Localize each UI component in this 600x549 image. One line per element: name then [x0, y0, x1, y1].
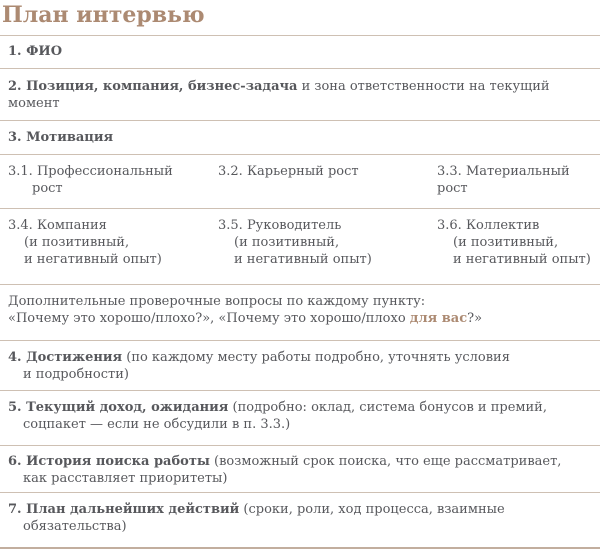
cell-3-5-line-1: 3.5. Руководитель [218, 218, 342, 233]
cell-3-4-line-1: 3.4. Компания [8, 218, 107, 233]
cell-3-6-line-3: и негативный опыт) [453, 252, 591, 267]
cell-3-6-line-2: (и позитивный, [453, 235, 559, 250]
row-3-1-to-3-3: 3.1. Профессиональный рост 3.2. Карьерны… [0, 154, 600, 208]
row-4-label-bold: 4. Достижения [8, 350, 123, 365]
row-7-line-2: обязательства) [23, 519, 127, 534]
row-6-label-bold: 6. История поиска работы [8, 454, 210, 469]
row-checking-questions-note: Дополнительные проверочные вопросы по ка… [0, 284, 600, 340]
row-6-job-search-history: 6. История поиска работы (возможный срок… [0, 445, 600, 492]
page-title: План интервью [2, 2, 205, 28]
cell-3-5-manager: 3.5. Руководитель (и позитивный, и негат… [218, 217, 437, 268]
note-line-2-post: ?» [467, 311, 483, 326]
cell-3-4-company: 3.4. Компания (и позитивный, и негативны… [8, 217, 218, 268]
row-6-line-1: 6. История поиска работы (возможный срок… [8, 453, 592, 470]
row-5-label-rest: (подробно: оклад, система бонусов и прем… [228, 400, 547, 415]
row-1-fio: 1. ФИО [0, 35, 600, 68]
cell-3-5-line-3: и негативный опыт) [234, 252, 372, 267]
row-5-line-1: 5. Текущий доход, ожидания (подробно: ок… [8, 399, 592, 416]
cell-3-6-line-1: 3.6. Коллектив [437, 218, 540, 233]
row-7-label-rest: (сроки, роли, ход процесса, взаимные [239, 502, 505, 517]
row-7-next-steps-plan: 7. План дальнейших действий (сроки, роли… [0, 492, 600, 549]
note-line-1: Дополнительные проверочные вопросы по ка… [8, 294, 426, 309]
row-2-label-rest: и зона ответственности на текущий момент [8, 79, 550, 111]
row-6-label-rest: (возможный срок поиска, что еще рассматр… [209, 454, 562, 469]
row-3-label: 3. Мотивация [8, 130, 114, 145]
note-line-2-accent: для вас [409, 311, 468, 326]
cell-3-4-line-2: (и позитивный, [24, 235, 130, 250]
row-6-line-2: как расставляет приоритеты) [23, 471, 228, 486]
cell-3-4-line-3: и негативный опыт) [24, 252, 162, 267]
row-4-line-2: и подробности) [23, 367, 129, 382]
row-7-line-1: 7. План дальнейших действий (сроки, роли… [8, 501, 592, 518]
cell-3-1-line-1: 3.1. Профессиональный [8, 164, 173, 179]
row-3-4-to-3-6: 3.4. Компания (и позитивный, и негативны… [0, 208, 600, 284]
row-2-position: 2. Позиция, компания, бизнес-задача и зо… [0, 68, 600, 120]
row-3-motivation: 3. Мотивация [0, 120, 600, 154]
cell-3-1-line-2: рост [32, 181, 63, 196]
cell-3-2-line-1: 3.2. Карьерный рост [218, 164, 359, 179]
note-line-2-pre: «Почему это хорошо/плохо?», «Почему это … [8, 311, 410, 326]
cell-3-6-team: 3.6. Коллектив (и позитивный, и негативн… [437, 217, 592, 268]
cell-3-2-career-growth: 3.2. Карьерный рост [218, 163, 437, 197]
row-5-current-income: 5. Текущий доход, ожидания (подробно: ок… [0, 390, 600, 445]
cell-3-5-line-2: (и позитивный, [234, 235, 340, 250]
row-4-line-1: 4. Достижения (по каждому месту работы п… [8, 349, 592, 366]
cell-3-3-line-1: 3.3. Материальный рост [437, 164, 570, 196]
cell-3-3-material-growth: 3.3. Материальный рост [437, 163, 592, 197]
row-2-label-bold: 2. Позиция, компания, бизнес-задача [8, 79, 298, 94]
interview-plan-table: 1. ФИО 2. Позиция, компания, бизнес-зада… [0, 35, 600, 549]
row-4-label-rest: (по каждому месту работы подробно, уточн… [122, 350, 510, 365]
row-1-label: 1. ФИО [8, 44, 63, 59]
note-line-2: «Почему это хорошо/плохо?», «Почему это … [8, 310, 592, 327]
row-4-achievements: 4. Достижения (по каждому месту работы п… [0, 340, 600, 390]
row-5-line-2: соцпакет — если не обсудили в п. 3.3.) [23, 417, 291, 432]
row-7-label-bold: 7. План дальнейших действий [8, 502, 240, 517]
cell-3-1-professional-growth: 3.1. Профессиональный рост [8, 163, 218, 197]
row-5-label-bold: 5. Текущий доход, ожидания [8, 400, 229, 415]
